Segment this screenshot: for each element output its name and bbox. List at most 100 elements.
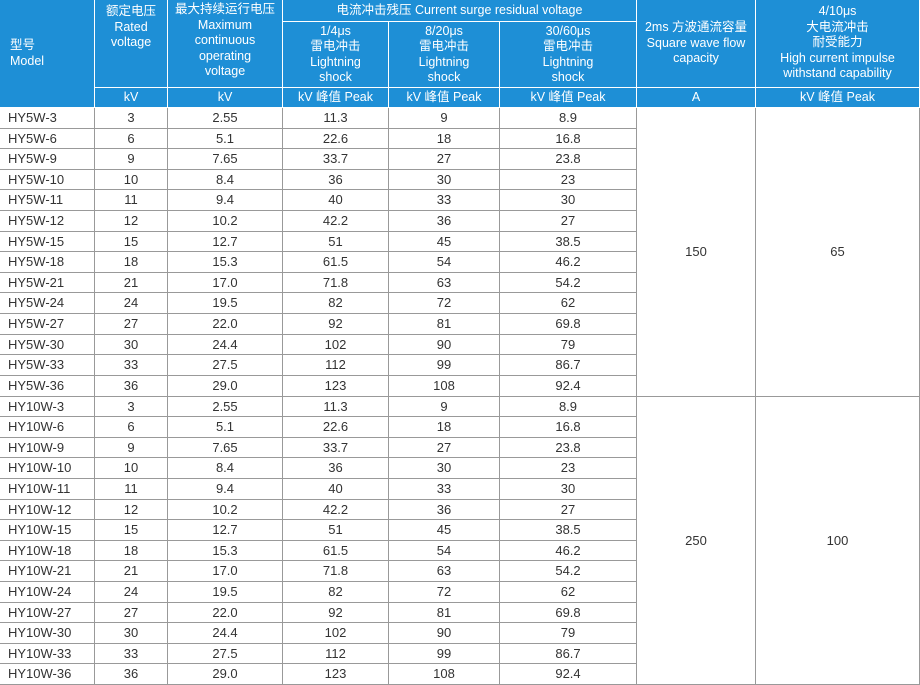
cell-text: HY10W-9: [8, 439, 65, 455]
cell-text: 27: [436, 439, 452, 455]
cell-text: 9: [127, 439, 135, 455]
merged-cell: 65: [756, 108, 920, 397]
header-cell: 型号 Model: [0, 0, 95, 108]
cell-text: 6: [127, 419, 135, 434]
table-cell: HY10W-10: [0, 458, 95, 479]
table-cell: 18: [389, 129, 500, 149]
cell-text: HY5W-24: [8, 295, 65, 310]
table-cell: 16.8: [500, 129, 637, 149]
cell-text: 2ms 方波通流容量: [644, 20, 748, 35]
table-cell: 12.7: [168, 232, 283, 252]
table-cell: 9: [389, 108, 500, 129]
table-cell: 27: [389, 149, 500, 170]
table-cell: 10: [95, 458, 168, 479]
table-cell: 36: [389, 500, 500, 520]
cell-text: 92: [328, 316, 343, 331]
table-cell: 92.4: [500, 664, 637, 685]
cell-text: High current impulse: [780, 50, 895, 65]
table-cell: 61.5: [283, 541, 389, 561]
cell-text: 92.4: [555, 666, 581, 681]
cell-text: HY10W-27: [8, 604, 72, 620]
cell-text: 雷电冲击: [542, 39, 593, 53]
table-cell: 102: [283, 335, 389, 355]
table-cell: 112: [283, 355, 389, 376]
cell-text: 雷电冲击: [310, 39, 361, 53]
table-cell: 8.4: [168, 170, 283, 190]
cell-text: 38.5: [555, 522, 581, 537]
table-cell: 12.7: [168, 520, 283, 541]
cell-text: HY10W-6: [8, 419, 65, 434]
cell-text: 15.3: [212, 254, 238, 269]
cell-text: 27: [436, 151, 452, 166]
table-cell: 2.55: [168, 397, 283, 417]
cell-text: 12: [123, 213, 139, 228]
header-cell: 4/10μs 大电流冲击 耐受能力 High current impulse withs…: [756, 0, 920, 88]
unit-cell: kV: [95, 88, 168, 108]
cell-text: 24: [123, 295, 139, 310]
cell-text: 18: [436, 419, 452, 434]
table-cell: 29.0: [168, 664, 283, 685]
cell-text: 33: [436, 192, 452, 207]
cell-text: 40: [328, 481, 343, 496]
cell-text: 123: [324, 666, 347, 681]
cell-text: 150: [685, 244, 707, 259]
table-cell: HY10W-30: [0, 623, 95, 644]
table-cell: 8.9: [500, 397, 637, 417]
cell-text: 27.5: [212, 357, 238, 372]
cell-text: HY5W-9: [8, 151, 57, 166]
cell-text: 大电流冲击: [806, 19, 869, 34]
table-cell: 27.5: [168, 355, 283, 376]
cell-text: 46.2: [555, 254, 581, 269]
header-group: 电流冲击残压 Current surge residual voltage: [283, 0, 637, 22]
table-cell: 36: [95, 376, 168, 397]
table-cell: 92: [283, 314, 389, 335]
table-cell: 92: [283, 603, 389, 623]
table-cell: 29.0: [168, 376, 283, 397]
table-cell: 40: [283, 479, 389, 500]
table-cell: 16.8: [500, 417, 637, 438]
cell-text: HY5W-12: [8, 213, 65, 228]
cell-text: HY10W-21: [8, 563, 72, 578]
table-cell: 6: [95, 417, 168, 438]
cell-text: 29.0: [212, 378, 238, 393]
cell-text: 18: [436, 130, 452, 146]
cell-text: 9.4: [215, 481, 235, 496]
cell-text: 33: [436, 481, 452, 496]
cell-text: 79: [560, 336, 576, 352]
table-cell: 69.8: [500, 314, 637, 335]
table-cell: HY5W-11: [0, 190, 95, 211]
cell-text: 86.7: [555, 645, 581, 661]
table-cell: 10.2: [168, 211, 283, 232]
cell-text: 23: [560, 171, 576, 187]
cell-text: 36: [123, 378, 139, 393]
cell-text: 81: [436, 316, 452, 331]
cell-text: 45: [436, 233, 452, 249]
cell-text: 38.5: [555, 233, 581, 249]
table-cell: 27: [389, 438, 500, 458]
table-cell: 30: [95, 335, 168, 355]
cell-text: 22.0: [212, 316, 238, 331]
table-cell: 11: [95, 190, 168, 211]
table-cell: 86.7: [500, 644, 637, 664]
table-cell: HY10W-33: [0, 644, 95, 664]
table-cell: 33.7: [283, 438, 389, 458]
table-cell: 42.2: [283, 500, 389, 520]
table-cell: 33: [95, 644, 168, 664]
cell-text: HY5W-3: [8, 110, 57, 125]
cell-text: HY10W-36: [8, 666, 72, 681]
cell-text: HY5W-21: [8, 274, 65, 290]
cell-text: 92.4: [555, 378, 581, 393]
cell-text: 电流冲击残压 Current surge residual voltage: [336, 2, 583, 17]
table-cell: 9: [95, 149, 168, 170]
cell-text: Square wave flow: [646, 35, 746, 50]
table-cell: 33: [389, 479, 500, 500]
table-cell: 24.4: [168, 335, 283, 355]
table-cell: HY10W-6: [0, 417, 95, 438]
table-cell: 71.8: [283, 561, 389, 582]
cell-text: 19.5: [212, 295, 238, 310]
cell-text: A: [691, 89, 701, 104]
table-cell: 5.1: [168, 417, 283, 438]
cell-text: 54.2: [555, 274, 581, 290]
cell-text: voltage: [110, 35, 152, 49]
table-cell: 54.2: [500, 561, 637, 582]
